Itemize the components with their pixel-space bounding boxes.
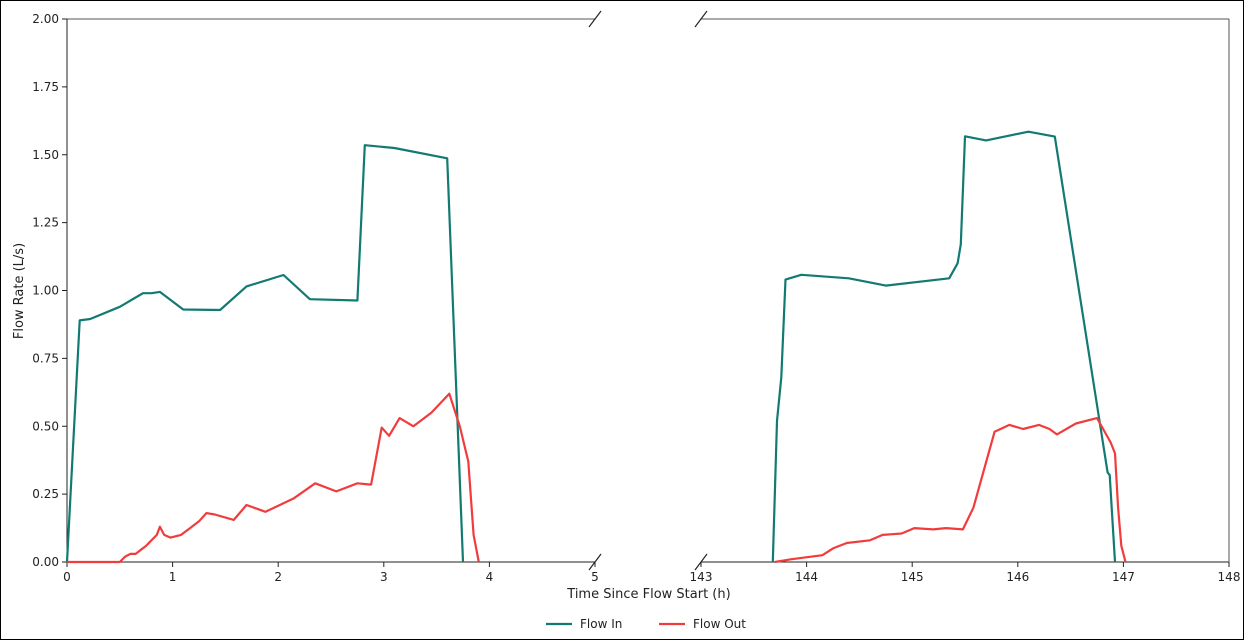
x-tick-label: 148 xyxy=(1218,570,1241,584)
series-flow-in-line xyxy=(771,130,1117,563)
axes-group: 0.00 0.25 0.50 0.75 1.00 1.25 1.50 1.75 2.00 0 1 2 3… xyxy=(32,10,1241,584)
y-tick-label: 0.50 xyxy=(32,419,59,433)
x-tick-label: 144 xyxy=(795,570,818,584)
x-tick-label: 0 xyxy=(63,570,71,584)
y-tick-label: 0.75 xyxy=(32,351,59,365)
x-tick-label: 5 xyxy=(591,570,599,584)
x-tick-label: 2 xyxy=(274,570,282,584)
x-tick-label: 146 xyxy=(1006,570,1029,584)
axis-break-mark xyxy=(588,10,602,28)
series-flow-in-line xyxy=(65,144,465,563)
y-tick-label: 2.00 xyxy=(32,12,59,26)
legend: Flow In Flow Out xyxy=(546,617,746,631)
x-axis-label: Time Since Flow Start (h) xyxy=(566,587,730,602)
x-tick-label: 147 xyxy=(1112,570,1135,584)
x-tick-label: 3 xyxy=(380,570,388,584)
legend-label-s-flow-out: Flow Out xyxy=(693,617,746,631)
series-flow-out-line xyxy=(67,392,480,564)
axis-break-mark xyxy=(694,553,708,571)
x-tick-label: 1 xyxy=(169,570,177,584)
x-tick-label: 143 xyxy=(690,570,713,584)
y-tick-label: 1.00 xyxy=(32,284,59,298)
y-tick-label: 1.50 xyxy=(32,148,59,162)
y-tick-label: 0.00 xyxy=(32,555,59,569)
axis-break-mark xyxy=(694,10,708,28)
x-tick-label: 4 xyxy=(486,570,494,584)
labels-group: Flow Rate (L/s) Time Since Flow Start (h… xyxy=(12,243,731,602)
x-tick-label: 145 xyxy=(901,570,924,584)
legend-label-s-flow-in: Flow In xyxy=(580,617,622,631)
y-axis-label: Flow Rate (L/s) xyxy=(12,243,27,339)
axis-break-mark xyxy=(588,553,602,571)
series-group xyxy=(65,130,1127,564)
y-tick-label: 1.25 xyxy=(32,216,59,230)
y-tick-label: 0.25 xyxy=(32,487,59,501)
series-flow-out-line xyxy=(774,417,1127,564)
y-tick-label: 1.75 xyxy=(32,80,59,94)
